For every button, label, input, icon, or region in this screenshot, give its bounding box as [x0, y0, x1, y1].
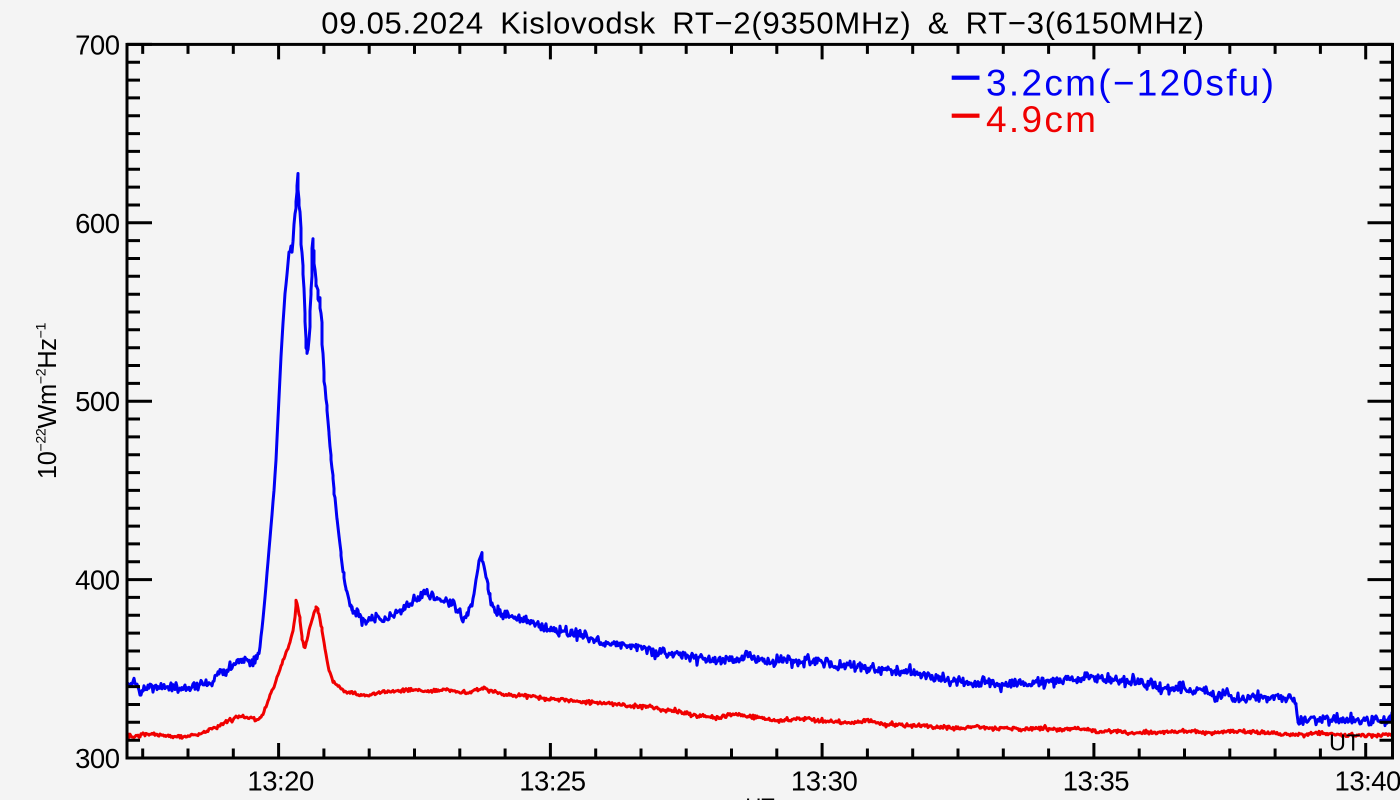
svg-text:3.2cm(−120sfu): 3.2cm(−120sfu) [986, 62, 1276, 103]
svg-text:13:35: 13:35 [1063, 766, 1130, 797]
svg-text:09.05.2024 Kislovodsk RT−2(935: 09.05.2024 Kislovodsk RT−2(9350MHz) & RT… [321, 6, 1205, 41]
svg-text:13:20: 13:20 [247, 766, 314, 797]
svg-text:UT: UT [1329, 730, 1360, 756]
svg-text:400: 400 [75, 565, 120, 596]
svg-text:600: 600 [75, 208, 120, 239]
svg-text:700: 700 [75, 29, 120, 60]
svg-text:10−22Wm−2Hz−1: 10−22Wm−2Hz−1 [34, 322, 63, 479]
svg-text:13:30: 13:30 [791, 766, 858, 797]
svg-text:13:25: 13:25 [519, 766, 586, 797]
svg-text:300: 300 [75, 743, 120, 774]
svg-text:500: 500 [75, 386, 120, 417]
svg-text:4.9cm: 4.9cm [986, 99, 1098, 140]
svg-text:UT: UT [745, 794, 774, 800]
svg-text:13:40: 13:40 [1335, 766, 1400, 797]
